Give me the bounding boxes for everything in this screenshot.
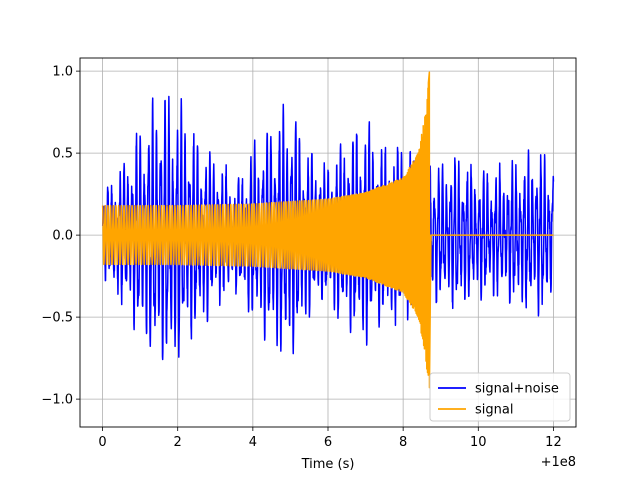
x-tick-label: 4 [249, 435, 257, 450]
series-signal-line [101, 71, 555, 389]
x-tick-label: 12 [545, 435, 562, 450]
x-tick-label: 0 [98, 435, 106, 450]
x-tick-label: 2 [174, 435, 182, 450]
legend-entry-label: signal [475, 403, 513, 418]
x-axis-label: Time (s) [301, 457, 355, 472]
y-tick-label: 0.5 [52, 147, 73, 162]
x-axis-offset-label: +1e8 [541, 455, 576, 470]
y-tick-label: 1.0 [52, 65, 73, 80]
legend-entry-label: signal+noise [475, 382, 559, 397]
plot-area [101, 71, 555, 389]
x-tick-label: 8 [399, 435, 407, 450]
ticks: 0 2 4 6 8 10 12 −1.0 −0.5 0.0 0.5 1.0 [41, 65, 561, 450]
series-signal-noise-line [101, 95, 555, 361]
y-tick-label: −1.0 [41, 393, 73, 408]
x-tick-label: 10 [470, 435, 487, 450]
x-tick-label: 6 [324, 435, 332, 450]
y-tick-label: −0.5 [41, 311, 73, 326]
legend: signal+noise signal [429, 372, 571, 422]
y-tick-label: 0.0 [52, 229, 73, 244]
